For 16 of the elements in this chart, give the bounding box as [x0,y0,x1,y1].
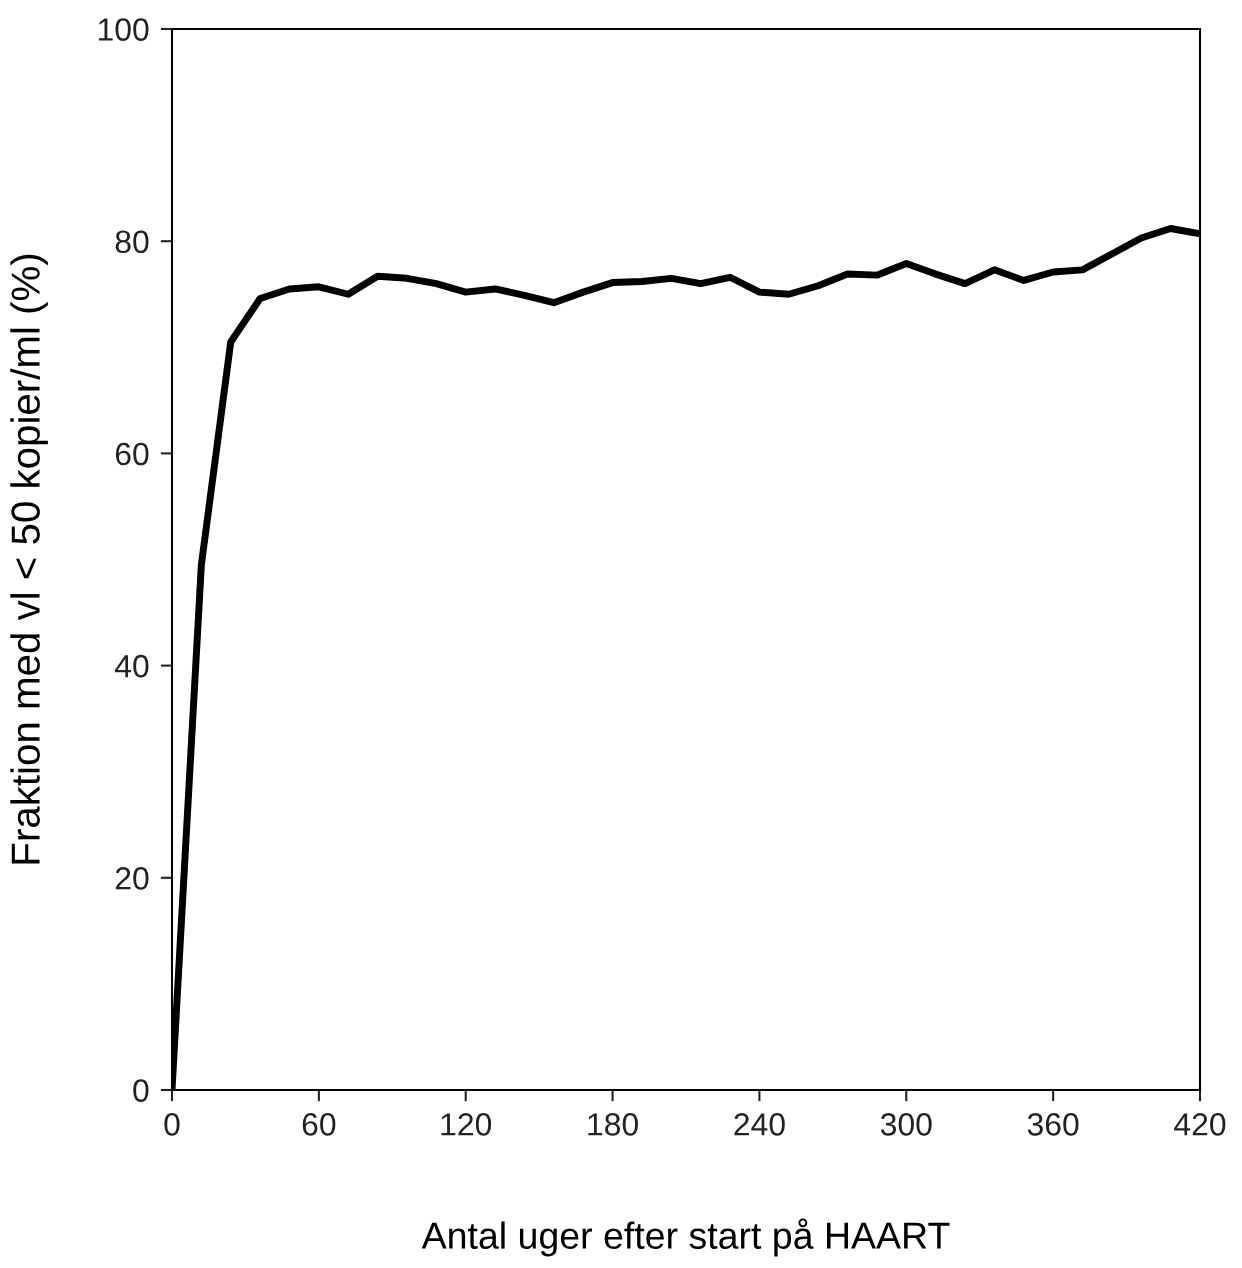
x-tick-label: 0 [164,1113,180,1136]
x-tick-label: 360 [1027,1113,1079,1136]
y-tick-label: 80 [115,230,149,254]
x-tick-label: 180 [588,1113,638,1136]
x-tick-label: 420 [1174,1113,1226,1136]
x-tick-label: 300 [880,1113,932,1136]
y-tick-label: 40 [114,654,149,678]
x-tick-label: 240 [734,1113,785,1136]
x-tick-label: 120 [441,1113,492,1136]
y-tick-label: 20 [115,867,149,890]
y-tick-label: 60 [115,442,149,466]
y-tick-label: 100 [98,18,149,41]
x-tick-label: 60 [302,1113,336,1136]
y-tick-label: 0 [133,1079,149,1102]
y-axis-title: Fraktion med vl < 50 kopier/ml (%) [10,254,48,864]
x-axis-title: Antal uger efter start på HAART [421,1218,950,1257]
